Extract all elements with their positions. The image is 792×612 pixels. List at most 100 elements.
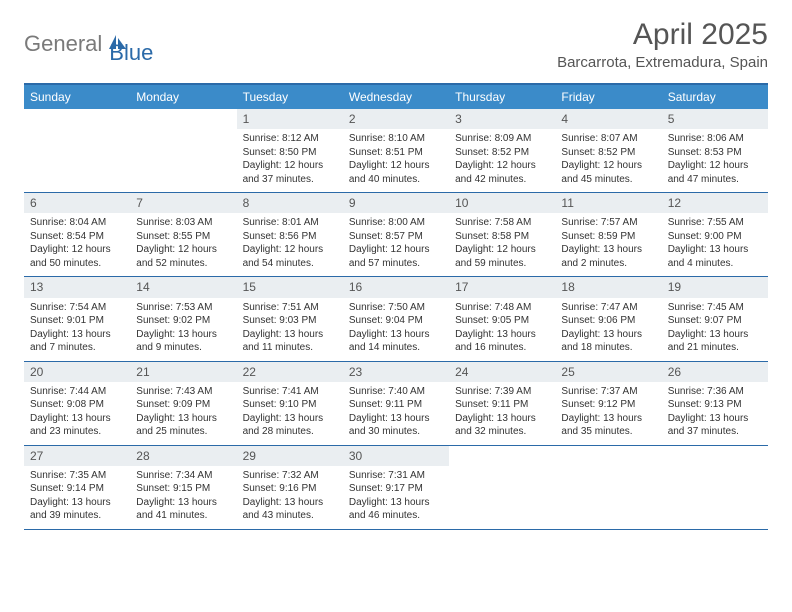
daylight-text: Daylight: 12 hours and 57 minutes. [349,243,443,270]
day-body: Sunrise: 7:35 AMSunset: 9:14 PMDaylight:… [24,466,130,529]
day-cell: 3Sunrise: 8:09 AMSunset: 8:52 PMDaylight… [449,109,555,192]
daylight-text: Daylight: 13 hours and 37 minutes. [668,412,762,439]
day-number: 3 [449,109,555,129]
day-cell: 4Sunrise: 8:07 AMSunset: 8:52 PMDaylight… [555,109,661,192]
sunset-text: Sunset: 9:16 PM [243,482,337,496]
logo-word-2: Blue [109,40,153,66]
day-body: Sunrise: 7:55 AMSunset: 9:00 PMDaylight:… [662,213,768,276]
sunrise-text: Sunrise: 7:36 AM [668,385,762,399]
day-cell: 25Sunrise: 7:37 AMSunset: 9:12 PMDayligh… [555,362,661,445]
week-row: 13 Sunrise: 7:54 AMSunset: 9:01 PM Dayligh… [24,277,768,361]
day-cell: 22Sunrise: 7:41 AMSunset: 9:10 PMDayligh… [237,362,343,445]
day-body: Sunrise: 7:43 AMSunset: 9:09 PMDaylight:… [130,382,236,445]
sunset-text: Sunset: 9:11 PM [455,398,549,412]
sunrise-text: Sunrise: 7:47 AM [561,301,655,315]
day-header-mon: Monday [130,85,236,109]
day-number: 19 [662,277,768,297]
sunrise-text: Sunrise: 7:53 AM [136,301,230,315]
daylight-text: Daylight: 12 hours and 37 minutes. [243,159,337,186]
sunset-text: Sunset: 8:59 PM [561,230,655,244]
day-body: Sunrise: 7:45 AMSunset: 9:07 PMDaylight:… [662,298,768,361]
sunset-text: Sunset: 8:53 PM [668,146,762,160]
sunset-text: Sunset: 9:08 PM [30,398,124,412]
day-cell: 7Sunrise: 8:03 AMSunset: 8:55 PMDaylight… [130,193,236,276]
sunset-text: Sunset: 8:57 PM [349,230,443,244]
day-number: 10 [449,193,555,213]
day-body: Sunrise: 8:06 AMSunset: 8:53 PMDaylight:… [662,129,768,192]
sunset-text: Sunset: 9:07 PM [668,314,762,328]
day-number: 9 [343,193,449,213]
page-title: April 2025 [557,18,768,52]
daylight-text: Daylight: 13 hours and 39 minutes. [30,496,124,523]
daylight-text: Daylight: 13 hours and 21 minutes. [668,328,762,355]
day-number: 26 [662,362,768,382]
sunset-text: Sunset: 8:55 PM [136,230,230,244]
day-cell: 11Sunrise: 7:57 AMSunset: 8:59 PMDayligh… [555,193,661,276]
day-number: 21 [130,362,236,382]
day-number: 27 [24,446,130,466]
sunset-text: Sunset: 9:01 PM [30,314,124,328]
daylight-text: Daylight: 13 hours and 16 minutes. [455,328,549,355]
sunrise-text: Sunrise: 7:50 AM [349,301,443,315]
daylight-text: Daylight: 13 hours and 32 minutes. [455,412,549,439]
day-header-sat: Saturday [662,85,768,109]
day-body: Sunrise: 7:50 AMSunset: 9:04 PMDaylight:… [343,298,449,361]
day-body: Sunrise: 8:03 AMSunset: 8:55 PMDaylight:… [130,213,236,276]
day-number: 23 [343,362,449,382]
day-header-fri: Friday [555,85,661,109]
sunset-text: Sunset: 9:02 PM [136,314,230,328]
sunset-text: Sunset: 9:12 PM [561,398,655,412]
sunrise-text: Sunrise: 8:01 AM [243,216,337,230]
day-number: 14 [130,277,236,297]
sunset-text: Sunset: 8:52 PM [455,146,549,160]
sunset-text: Sunset: 8:54 PM [30,230,124,244]
sunrise-text: Sunrise: 8:10 AM [349,132,443,146]
sunrise-text: Sunrise: 8:07 AM [561,132,655,146]
day-cell: 8Sunrise: 8:01 AMSunset: 8:56 PMDaylight… [237,193,343,276]
daylight-text: Daylight: 13 hours and 46 minutes. [349,496,443,523]
sunrise-text: Sunrise: 7:48 AM [455,301,549,315]
sunset-text: Sunset: 9:04 PM [349,314,443,328]
day-body: Sunrise: 7:44 AMSunset: 9:08 PMDaylight:… [24,382,130,445]
day-cell: . [449,446,555,529]
daylight-text: Daylight: 12 hours and 50 minutes. [30,243,124,270]
sunrise-text: Sunrise: 7:40 AM [349,385,443,399]
sunrise-text: Sunrise: 7:54 AM [30,301,124,315]
day-number: 18 [555,277,661,297]
day-number: 13 [24,277,130,297]
day-cell: . [24,109,130,192]
day-body: Sunrise: 7:57 AMSunset: 8:59 PMDaylight:… [555,213,661,276]
logo: General Blue [24,22,153,66]
daylight-text: Daylight: 13 hours and 4 minutes. [668,243,762,270]
day-number: 7 [130,193,236,213]
day-cell: 1Sunrise: 8:12 AMSunset: 8:50 PMDaylight… [237,109,343,192]
day-body: Sunrise: 7:53 AMSunset: 9:02 PMDaylight:… [130,298,236,361]
daylight-text: Daylight: 12 hours and 42 minutes. [455,159,549,186]
daylight-text: Daylight: 12 hours and 52 minutes. [136,243,230,270]
daylight-text: Daylight: 13 hours and 35 minutes. [561,412,655,439]
daylight-text: Daylight: 12 hours and 59 minutes. [455,243,549,270]
day-cell: 23Sunrise: 7:40 AMSunset: 9:11 PMDayligh… [343,362,449,445]
sunset-text: Sunset: 9:15 PM [136,482,230,496]
daylight-text: Daylight: 13 hours and 14 minutes. [349,328,443,355]
day-cell: 5Sunrise: 8:06 AMSunset: 8:53 PMDaylight… [662,109,768,192]
day-number: 28 [130,446,236,466]
sunset-text: Sunset: 8:50 PM [243,146,337,160]
title-block: April 2025 Barcarrota, Extremadura, Spai… [557,18,768,71]
day-cell: 29Sunrise: 7:32 AMSunset: 9:16 PMDayligh… [237,446,343,529]
day-cell: 15Sunrise: 7:51 AMSunset: 9:03 PMDayligh… [237,277,343,360]
day-number: 16 [343,277,449,297]
day-body: Sunrise: 8:04 AMSunset: 8:54 PMDaylight:… [24,213,130,276]
day-cell: 2Sunrise: 8:10 AMSunset: 8:51 PMDaylight… [343,109,449,192]
sunset-text: Sunset: 9:05 PM [455,314,549,328]
day-number: 1 [237,109,343,129]
day-number: 30 [343,446,449,466]
day-cell: 12Sunrise: 7:55 AMSunset: 9:00 PMDayligh… [662,193,768,276]
day-number: 6 [24,193,130,213]
day-number: 17 [449,277,555,297]
day-header-wed: Wednesday [343,85,449,109]
sunrise-text: Sunrise: 7:57 AM [561,216,655,230]
day-cell: 16Sunrise: 7:50 AMSunset: 9:04 PMDayligh… [343,277,449,360]
daylight-text: Daylight: 13 hours and 11 minutes. [243,328,337,355]
sunrise-text: Sunrise: 8:06 AM [668,132,762,146]
